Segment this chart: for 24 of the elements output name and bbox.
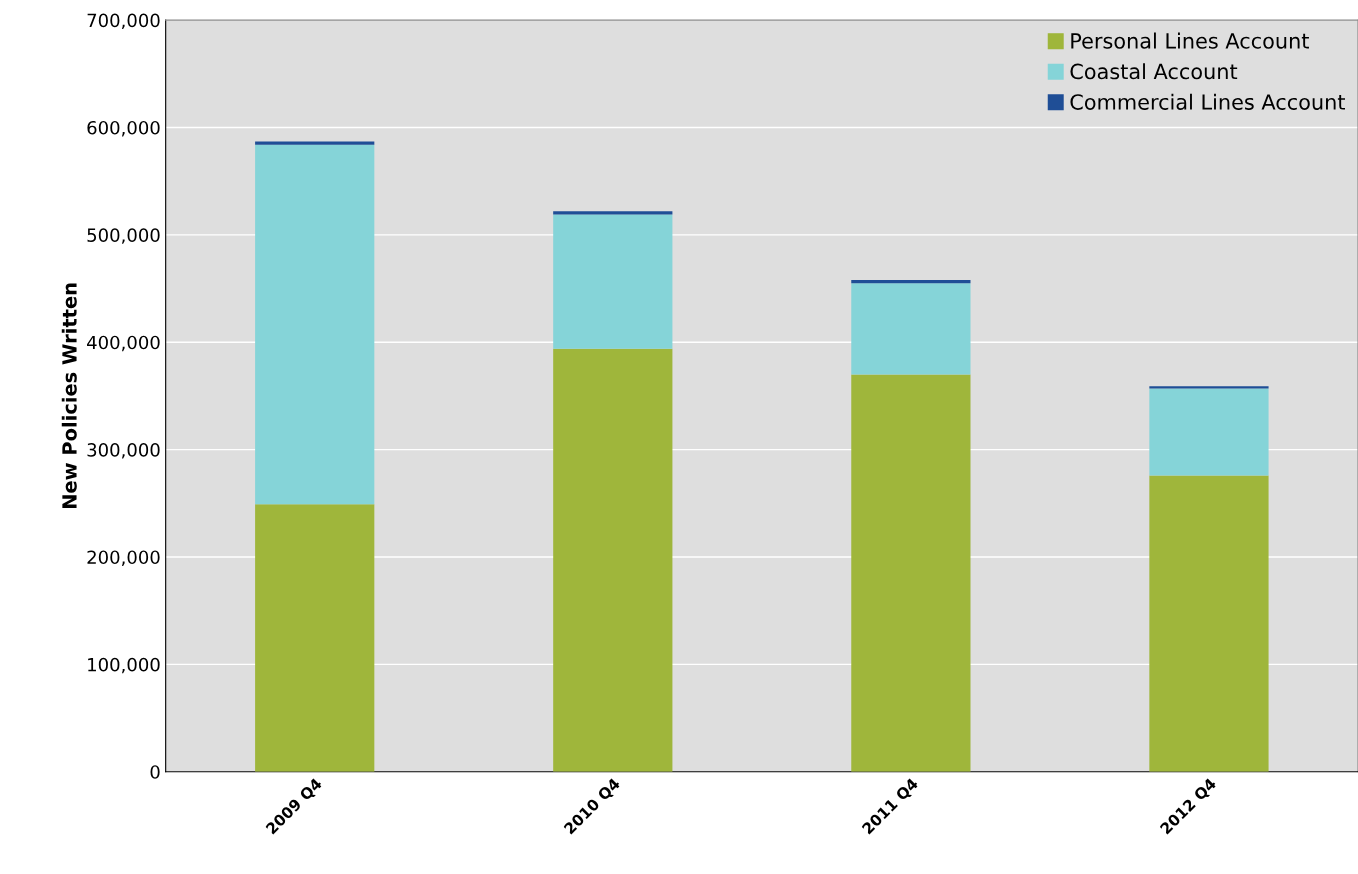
bar (553, 211, 673, 215)
y-tick-label: 600,000 (87, 120, 160, 137)
bar (1149, 386, 1269, 389)
bar (255, 141, 375, 145)
bar (1149, 475, 1269, 772)
bar (1149, 388, 1269, 476)
legend-label: Commercial Lines Account (1070, 93, 1345, 110)
legend-label: Personal Lines Account (1071, 32, 1309, 49)
bar (851, 374, 971, 772)
y-tick-label: 0 (150, 765, 160, 779)
y-tick-label: 300,000 (87, 443, 160, 459)
y-tick-label: 200,000 (87, 550, 160, 566)
y-tick-label: 700,000 (87, 13, 160, 30)
bar (851, 279, 971, 284)
y-tick-label: 100,000 (88, 657, 160, 674)
bar (255, 504, 375, 772)
bar (553, 348, 673, 772)
legend-label: Coastal Account (1070, 63, 1238, 80)
y-tick-label: 400,000 (87, 335, 160, 352)
bar (255, 144, 375, 505)
bar (851, 283, 971, 375)
y-tick-label: 500,000 (87, 228, 160, 244)
y-axis-title: New Policies Written (61, 283, 77, 509)
bar (553, 214, 673, 349)
